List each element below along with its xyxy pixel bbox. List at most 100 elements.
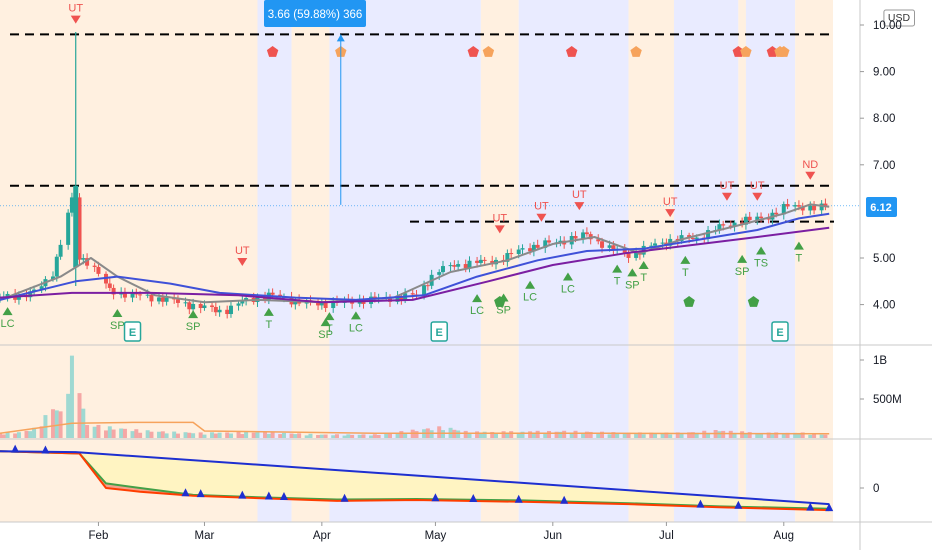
volume-bar [732, 432, 737, 438]
candle-body [505, 253, 510, 262]
volume-bar [456, 430, 461, 438]
volume-bar [668, 434, 673, 438]
volume-bar [547, 430, 552, 438]
currency-box[interactable] [883, 9, 916, 27]
volume-bar [0, 432, 2, 438]
volume-bar [694, 432, 699, 438]
candle-body [467, 260, 472, 269]
candle-body [812, 205, 817, 211]
signal-label-ut: UT [750, 180, 765, 192]
volume-bar [308, 433, 313, 438]
lower-marker-triangle [469, 493, 478, 502]
signal-label-lc: LC [561, 284, 575, 296]
price-tick-label: 4.00 [873, 300, 895, 312]
volume-bar [509, 431, 514, 438]
shaded-period [257, 0, 292, 522]
signal-pentagon [740, 46, 752, 57]
time-tick-label: Aug [774, 530, 794, 542]
volume-bar [96, 424, 101, 438]
volume-bar [785, 432, 790, 438]
volume-tick-label: 500M [873, 394, 902, 406]
signal-pentagon [732, 46, 744, 57]
candle-body [323, 302, 328, 309]
volume-bar [478, 433, 483, 438]
volume-bar [32, 427, 37, 438]
candle-body [210, 305, 215, 307]
signal-triangle-up [324, 312, 335, 321]
volume-bar [372, 434, 377, 438]
volume-bar [134, 429, 139, 438]
shaded-period [291, 0, 330, 522]
signal-triangle-up [680, 255, 691, 264]
volume-bar [706, 433, 711, 438]
candle-body [679, 235, 684, 242]
price-tick-label: 5.00 [873, 253, 895, 265]
signal-label-t: T [265, 319, 272, 331]
volume-bar [596, 433, 601, 438]
candle-body [81, 258, 86, 260]
volume-bar [728, 430, 733, 438]
volume-bar [210, 432, 215, 438]
signal-pentagon [630, 46, 642, 57]
signal-label-lc: LC [470, 305, 484, 317]
measure-tool[interactable]: 3.66 (59.88%) 366 [264, 0, 366, 205]
lower-marker-triangle [11, 444, 20, 453]
price-tick-label: 10.00 [873, 20, 902, 32]
signal-triangle-down [237, 258, 248, 266]
volume-bar [403, 433, 408, 438]
price-axis[interactable]: USD 6.12 10.00 9.00 8.00 7.00 5.00 4.00 1B 500M… [860, 9, 916, 495]
candle-body [721, 224, 726, 226]
candle-body [796, 205, 801, 207]
lower-tick-label: 0 [873, 483, 879, 495]
earnings-icon-label: E [129, 327, 136, 339]
volume-ma-line [0, 421, 830, 435]
volume-bar [77, 393, 82, 438]
candle-body [217, 309, 222, 313]
candle-body [85, 258, 90, 266]
horizontal-levels[interactable] [0, 33, 860, 223]
candle-body [240, 300, 245, 304]
volume-bar [160, 431, 165, 438]
signal-label-t: T [614, 276, 621, 288]
candle-body [399, 296, 404, 300]
last-price-badge [866, 197, 897, 217]
signal-label-t: T [640, 272, 647, 284]
volume-bar [66, 393, 71, 438]
candle-body [607, 245, 612, 248]
signal-pentagon [482, 46, 495, 57]
volume-bar [584, 431, 589, 438]
time-axis[interactable]: Feb Mar Apr May Jun Jul Aug [89, 522, 794, 542]
candle-body [774, 212, 779, 215]
candle-body [270, 292, 275, 295]
volume-bar [793, 432, 798, 438]
volume-bar [175, 433, 180, 438]
candle-body [452, 265, 457, 267]
volume-bar [85, 425, 90, 438]
volume-bar [130, 431, 135, 438]
time-axis-background [0, 522, 860, 550]
volume-bar [263, 432, 268, 438]
volume-bar [475, 431, 480, 438]
candle-body [535, 244, 540, 248]
signal-label-t: T [682, 267, 689, 279]
volume-bar [16, 432, 21, 438]
volume-bar [395, 432, 400, 438]
candle-body [732, 222, 737, 227]
volume-bar [607, 434, 612, 438]
ma-purple-line [0, 226, 830, 304]
candle-body [690, 237, 695, 239]
volume-bar [346, 434, 351, 438]
volume-bar [399, 431, 404, 438]
lower-marker-triangle [181, 488, 190, 497]
volume-bar [414, 431, 419, 438]
volume-bar [145, 430, 150, 438]
volume-bar [350, 434, 355, 438]
volume-bar [649, 432, 654, 438]
volume-bar [119, 428, 124, 438]
lower-marker-triangle [264, 491, 273, 500]
signal-label-ut: UT [235, 245, 250, 257]
signal-triangle-up [320, 318, 331, 327]
